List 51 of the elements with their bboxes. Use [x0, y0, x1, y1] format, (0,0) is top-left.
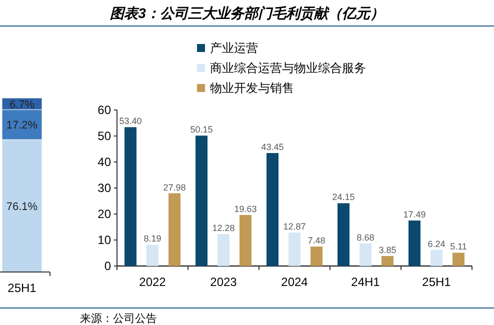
x-tick-label: 25H1 — [422, 275, 452, 289]
y-tick-label: 10 — [98, 233, 112, 247]
bar — [338, 203, 350, 266]
bar — [310, 246, 322, 266]
legend-label: 商业综合运营与物业综合服务 — [210, 61, 366, 75]
data-label: 8.68 — [356, 232, 374, 242]
x-tick-label: 24H1 — [351, 275, 380, 289]
bar — [408, 220, 420, 266]
data-label: 6.24 — [428, 238, 446, 249]
data-label: 17.49 — [403, 210, 426, 220]
x-tick-label: 25H1 — [8, 281, 37, 295]
bar — [360, 243, 372, 266]
data-label: 8.19 — [144, 234, 162, 244]
y-tick-label: 20 — [98, 207, 112, 221]
data-label: 6.7% — [9, 98, 35, 111]
data-label: 76.1% — [6, 200, 38, 213]
data-label: 24.15 — [332, 192, 355, 202]
y-tick-label: 60 — [98, 103, 112, 117]
y-tick-label: 30 — [98, 181, 112, 195]
data-label: 53.40 — [119, 116, 142, 126]
source-note: 来源：公司公告 — [80, 312, 157, 325]
data-label: 17.2% — [6, 120, 38, 132]
data-label: 5.11 — [450, 242, 467, 252]
bar — [452, 252, 464, 266]
bar — [218, 234, 230, 266]
legend-label: 物业开发与销售 — [210, 81, 294, 95]
x-tick-label: 2024 — [281, 275, 308, 289]
data-label: 12.28 — [212, 223, 235, 234]
chart-title: 图表3：公司三大业务部门毛利贡献（亿元） — [110, 5, 384, 21]
data-label: 27.98 — [163, 182, 186, 192]
bar — [168, 193, 180, 266]
bar — [430, 250, 442, 266]
data-label: 50.15 — [190, 124, 213, 135]
y-tick-label: 0 — [104, 259, 112, 273]
data-label: 43.45 — [261, 142, 284, 152]
data-label: 12.87 — [283, 222, 306, 232]
data-label: 3.85 — [378, 244, 396, 255]
bar — [266, 153, 278, 266]
bar — [382, 256, 394, 266]
bar — [146, 244, 158, 266]
bar — [288, 232, 300, 266]
legend-label: 产业运营 — [210, 41, 258, 55]
x-tick-label: 2023 — [210, 275, 238, 289]
y-tick-label: 50 — [98, 129, 112, 143]
data-label: 7.48 — [308, 236, 326, 246]
bar — [240, 214, 252, 266]
x-tick-label: 2022 — [139, 275, 166, 289]
bar — [196, 136, 208, 266]
bar — [124, 127, 136, 266]
data-label: 19.63 — [234, 204, 257, 214]
y-tick-label: 40 — [98, 155, 112, 169]
